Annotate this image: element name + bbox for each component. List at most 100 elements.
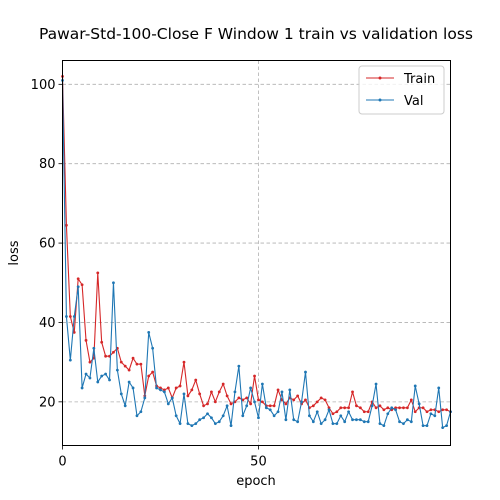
train-point [80,283,84,287]
val-point [366,420,370,424]
val-point [143,396,147,400]
y-tick-label: 20 [39,395,56,410]
val-point [300,400,303,404]
val-point [68,358,72,362]
train-point [398,406,401,410]
val-point [405,418,409,422]
train-point [178,384,182,388]
train-point [362,410,366,414]
train-point [198,392,202,396]
val-point [417,402,421,406]
train-point [65,223,68,227]
train-point [182,360,186,364]
val-point [237,364,241,368]
val-point [445,424,448,428]
val-point [131,386,135,390]
val-point [127,380,131,384]
val-point [221,414,225,418]
train-point [221,382,225,386]
val-line [61,80,452,429]
val-point [166,402,170,406]
train-point [186,394,190,398]
train-point [174,386,178,390]
legend: Train Val [358,65,445,115]
val-point [170,396,174,400]
train-point [386,406,390,410]
val-point [65,315,68,318]
val-point [96,380,100,384]
val-point [335,422,339,426]
train-point [335,410,339,414]
train-point [229,402,233,406]
train-point [405,406,409,410]
train-point [104,354,108,358]
legend-val-label: Val [404,94,423,109]
train-point [202,404,205,408]
val-point [108,378,111,382]
train-point [257,398,260,402]
chart-title: Pawar-Std-100-Close F Window 1 train vs … [39,25,473,43]
val-point [268,408,272,412]
val-point [80,386,84,390]
train-point [194,378,198,382]
train-point [147,374,151,378]
val-point [190,424,194,428]
y-tick-label: 80 [39,157,56,172]
train-point [131,356,135,360]
y-tick-label: 100 [31,78,56,93]
train-point [96,271,100,275]
val-point [296,420,300,424]
val-point [292,418,296,422]
train-point [127,368,131,372]
train-point [343,406,347,410]
val-point [72,315,76,318]
train-point [276,388,280,392]
val-point [413,384,417,388]
val-point [421,424,425,428]
val-point [382,424,386,428]
train-point [84,338,88,342]
train-point [292,398,296,402]
val-point [331,422,335,426]
val-point [253,400,256,404]
val-point [343,420,347,424]
train-point [311,404,315,408]
val-point [174,414,178,418]
val-point [355,418,358,422]
train-point [68,315,72,318]
val-point [159,388,162,392]
val-point [441,426,445,430]
val-point [315,410,319,414]
train-point [139,362,143,366]
train-point [245,396,249,400]
val-point [245,404,249,408]
val-point [394,408,398,412]
val-point [225,404,229,408]
val-point [264,406,268,410]
train-point [151,370,155,374]
val-point [390,406,394,410]
val-point [249,386,253,390]
train-point [159,386,162,390]
x-axis-label: epoch [236,474,276,489]
val-point [139,410,143,414]
val-point [115,368,119,372]
val-point [339,414,343,418]
val-point [194,422,198,426]
val-point [358,418,362,422]
val-point [374,382,378,386]
train-point [441,408,445,412]
y-tick-label: 40 [39,316,56,331]
val-point [135,414,139,418]
val-point [151,346,155,350]
train-point [382,408,386,412]
train-point [249,402,253,406]
train-point [296,394,300,398]
train-point [253,374,256,378]
val-point [155,386,158,390]
val-point [84,372,88,376]
train-point [413,410,417,414]
x-tick-label: 0 [58,455,66,470]
train-series [61,74,452,416]
